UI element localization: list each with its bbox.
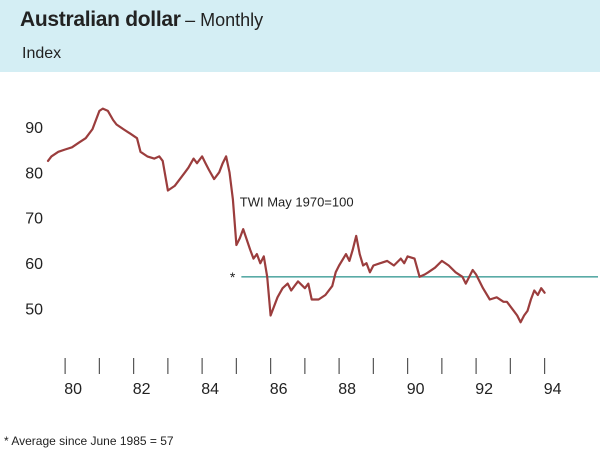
annotations: TWI May 1970=100	[240, 194, 354, 209]
chart-title: Australian dollar – Monthly	[20, 8, 263, 32]
average-marker: *	[230, 269, 236, 285]
title-main: Australian dollar	[20, 8, 181, 31]
x-tick-label: 92	[475, 381, 493, 398]
series-line	[46, 107, 546, 324]
x-tick-label: 84	[201, 381, 219, 398]
average-reference: *	[230, 269, 598, 285]
y-tick-label: 50	[25, 302, 43, 319]
annotation-text: TWI May 1970=100	[240, 194, 354, 209]
y-tick-label: 80	[25, 165, 43, 182]
series-layer	[46, 107, 546, 324]
x-tick-label: 80	[64, 381, 82, 398]
y-axis: 50 60 70 80 90	[25, 120, 43, 319]
x-axis: 80 82 84 86 88 90 92 94	[64, 358, 562, 398]
footnote: * Average since June 1985 = 57	[4, 434, 174, 448]
y-tick-label: 60	[25, 256, 43, 273]
x-tick-label: 82	[133, 381, 151, 398]
x-tick-label: 94	[544, 381, 562, 398]
y-axis-units-label: Index	[22, 45, 62, 62]
x-tick-label: 90	[407, 381, 425, 398]
x-tick-label: 88	[338, 381, 356, 398]
header-band	[0, 0, 600, 72]
y-tick-label: 90	[25, 120, 43, 137]
y-tick-label: 70	[25, 211, 43, 228]
x-tick-label: 86	[270, 381, 288, 398]
title-sub: – Monthly	[185, 10, 264, 30]
